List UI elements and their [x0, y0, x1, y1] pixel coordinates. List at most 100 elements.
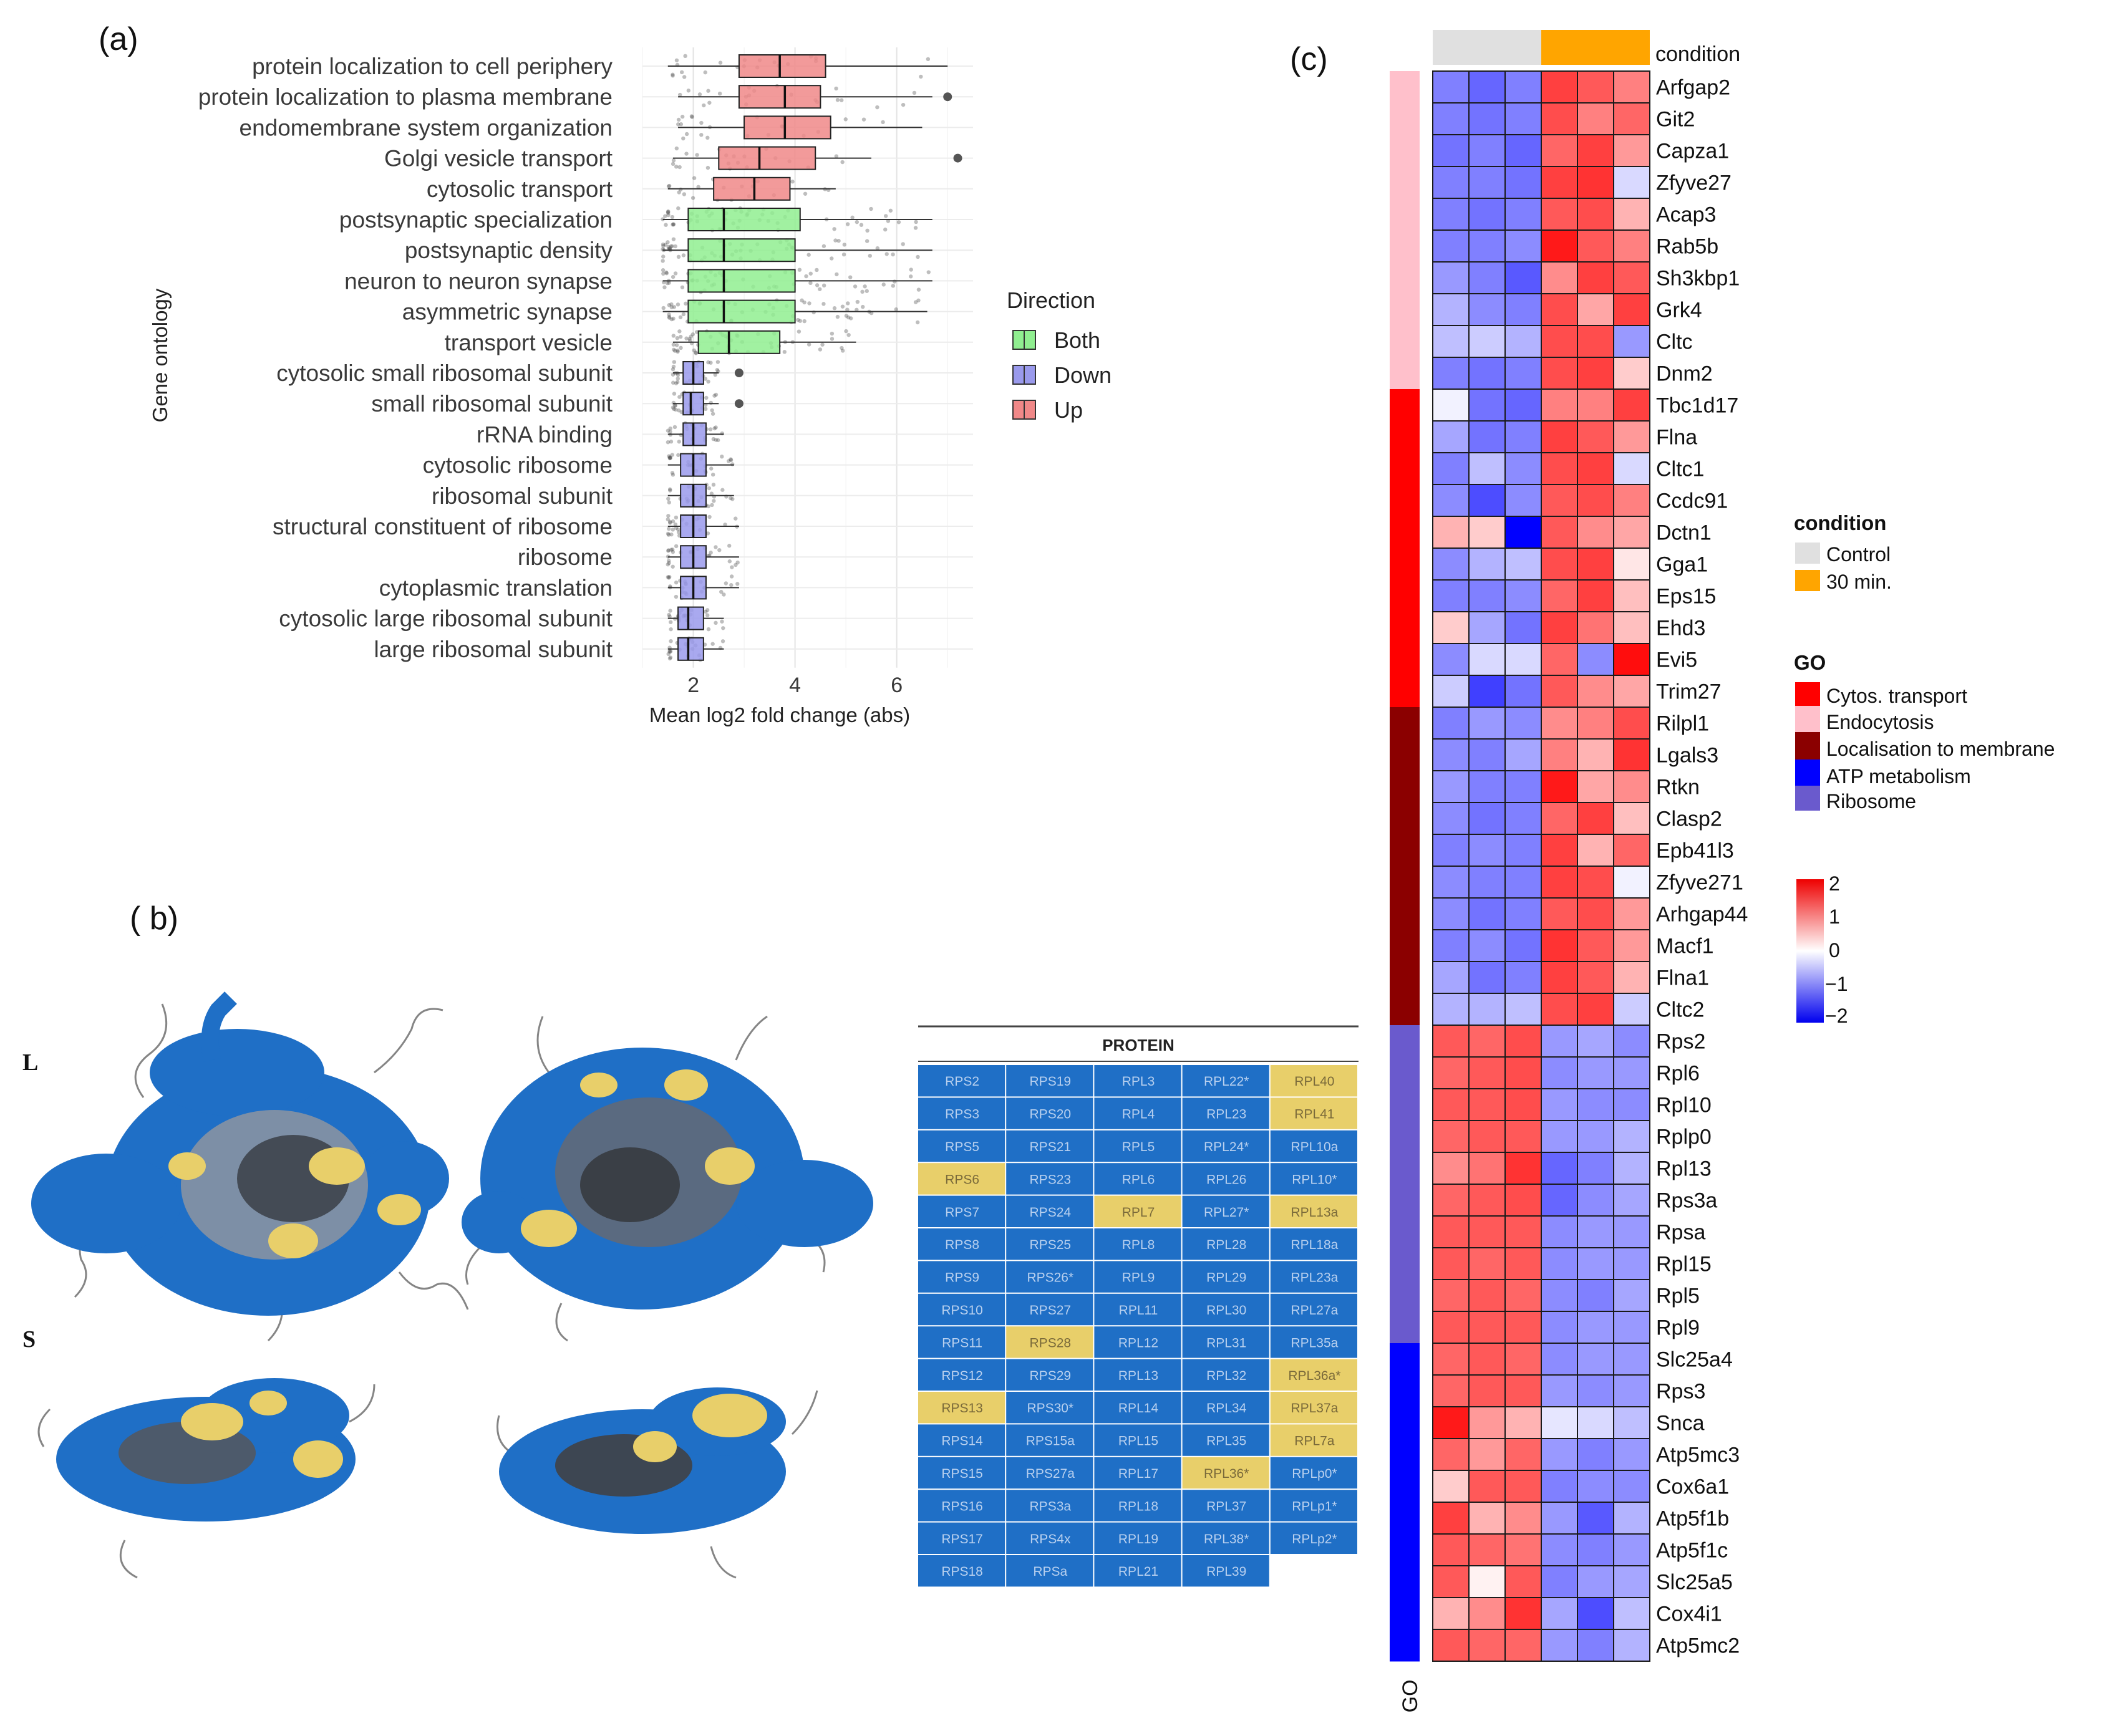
heatmap-row-cltc	[1432, 325, 1650, 358]
protein-cell-label: RPS11	[942, 1336, 982, 1350]
box-protein-localization-to-cell-periphery	[667, 54, 948, 79]
data-point	[666, 652, 671, 657]
data-point	[705, 165, 710, 170]
protein-cell-label: RPL23a	[1291, 1271, 1338, 1285]
data-point	[672, 392, 677, 396]
heatmap-cell	[1541, 1629, 1578, 1662]
heatmap-cell	[1613, 929, 1650, 962]
heatmap-cell	[1613, 1152, 1650, 1185]
data-point	[661, 259, 665, 263]
heatmap-cell	[1541, 1184, 1578, 1217]
data-point	[674, 146, 679, 151]
protein-cell-label: RPL22*	[1204, 1074, 1249, 1089]
heatmap-cell	[1613, 1533, 1650, 1566]
protein-cell-rps26: RPS26*	[1006, 1261, 1093, 1293]
data-point	[667, 312, 671, 317]
row-label-rab5b: Rab5b	[1656, 235, 1718, 259]
protein-cell-rps19: RPS19	[1006, 1065, 1093, 1097]
protein-cell-bg	[1006, 1359, 1093, 1391]
protein-cell-label: RPL37a	[1291, 1401, 1338, 1415]
color-scale-tick-0: 0	[1829, 939, 1840, 962]
heatmap-cell	[1468, 1215, 1506, 1248]
ytick-label: cytoplasmic translation	[379, 575, 613, 600]
heatmap-cell	[1613, 516, 1650, 549]
panel-a: (a) protein localization to cell periphe…	[99, 21, 1112, 726]
go-annot-cell-atp-metabolism	[1390, 1470, 1420, 1503]
heatmap-cell	[1432, 166, 1470, 199]
protein-cell-bg	[1270, 1228, 1357, 1260]
protein-cell-bg	[918, 1293, 1005, 1326]
heatmap-cell	[1504, 1406, 1542, 1439]
heatmap-cell	[1468, 484, 1506, 517]
data-point	[661, 306, 666, 311]
data-point	[718, 60, 723, 65]
ytick-label: cytosolic transport	[427, 176, 613, 202]
protein-cell-rpl35: RPL35	[1182, 1424, 1269, 1456]
protein-cell-label: RPL38*	[1204, 1532, 1249, 1546]
data-point	[735, 582, 740, 586]
data-point	[676, 530, 681, 534]
heatmap-row-rtkn	[1432, 770, 1650, 803]
data-point	[664, 270, 669, 275]
protein-cell-rpl19: RPL19	[1094, 1522, 1181, 1554]
protein-cell-bg	[1006, 1163, 1093, 1195]
data-point	[729, 574, 734, 579]
protein-cell-bg	[918, 1097, 1005, 1129]
heatmap-row-atp5mc3	[1432, 1438, 1650, 1471]
protein-cell-bg	[1182, 1130, 1269, 1162]
data-point	[672, 347, 676, 352]
color-scale-tick-1: 1	[1829, 905, 1840, 928]
data-point	[671, 364, 676, 369]
heatmap-cell	[1504, 866, 1542, 899]
protein-cell-rpl18a: RPL18a	[1270, 1228, 1357, 1260]
data-point	[663, 214, 667, 218]
protein-cell-rps18: RPS18	[918, 1555, 1005, 1587]
protein-cell-label: RPL13a	[1291, 1205, 1338, 1220]
data-point	[676, 122, 681, 127]
go-annot-cell-localisation-to-membrane	[1390, 962, 1420, 994]
data-point	[916, 287, 921, 292]
protein-cell-rpl23: RPL23	[1182, 1097, 1269, 1129]
heatmap-cell	[1468, 706, 1506, 740]
row-label-tbc1d17: Tbc1d17	[1656, 394, 1738, 418]
data-point	[667, 561, 671, 566]
data-point	[661, 271, 666, 276]
legend-label-both: Both	[1054, 327, 1100, 353]
legend-label-control: Control	[1826, 543, 1891, 566]
boxplot-marks	[661, 54, 962, 662]
go-annot-cell-localisation-to-membrane	[1390, 834, 1420, 867]
protein-cell-bg	[918, 1522, 1005, 1554]
protein-cell-bg	[1006, 1097, 1093, 1129]
data-point	[844, 329, 848, 334]
heatmap-cell	[1577, 866, 1614, 899]
data-point	[707, 514, 712, 519]
condition-annot-cell-30-min	[1541, 30, 1577, 65]
data-point	[664, 223, 668, 227]
data-point	[834, 154, 839, 158]
protein-cell-rps7: RPS7	[918, 1195, 1005, 1227]
ytick-label: transport vesicle	[445, 330, 613, 355]
heatmap-row-rps3	[1432, 1374, 1650, 1407]
data-point	[684, 152, 689, 156]
row-label-cox6a1: Cox6a1	[1656, 1475, 1729, 1499]
protein-cell-rps27a: RPS27a	[1006, 1457, 1093, 1489]
data-point	[821, 302, 826, 306]
legend-key-30min	[1795, 570, 1820, 591]
data-point	[672, 425, 677, 430]
heatmap-cell	[1468, 1056, 1506, 1089]
x-axis-title: Mean log2 fold change (abs)	[649, 703, 910, 726]
data-point	[666, 517, 671, 522]
heatmap-cell	[1432, 420, 1470, 453]
data-point	[875, 246, 880, 251]
heatmap-cell	[1468, 1629, 1506, 1662]
data-point	[715, 368, 720, 372]
heatmap-cell	[1613, 1056, 1650, 1089]
protein-cell-rps8: RPS8	[918, 1228, 1005, 1260]
heatmap-row-rpl6	[1432, 1056, 1650, 1089]
heatmap-cell	[1504, 738, 1542, 771]
row-label-rtkn: Rtkn	[1656, 776, 1700, 799]
go-annot-cell-atp-metabolism	[1390, 1598, 1420, 1630]
data-point	[881, 282, 886, 287]
heatmap-cell	[1613, 547, 1650, 581]
data-point	[835, 272, 839, 277]
